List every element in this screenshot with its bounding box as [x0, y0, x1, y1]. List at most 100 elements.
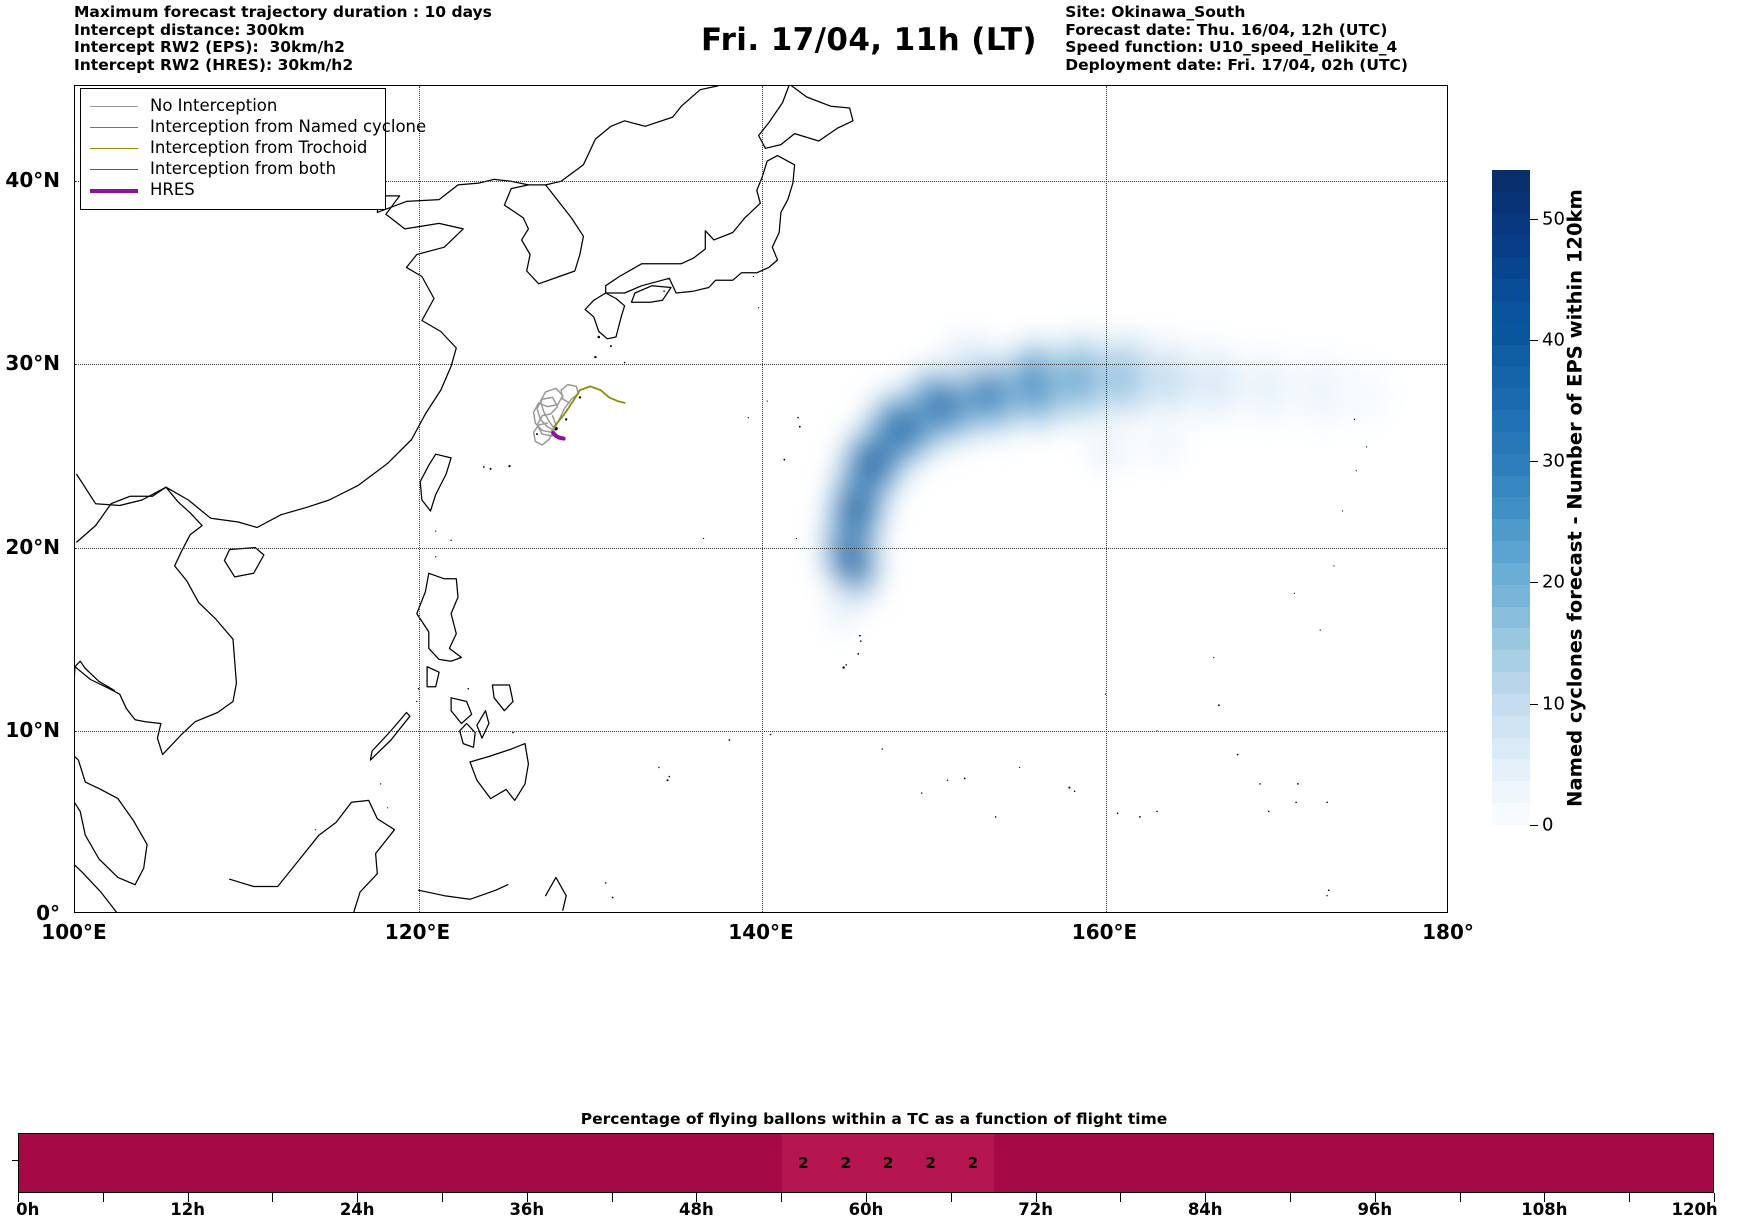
- percentage-bar-minor-tick: [1629, 1193, 1631, 1202]
- map-gridline-lat: [75, 181, 1447, 183]
- percentage-bar-tick-24: 24h: [339, 1200, 375, 1219]
- colorbar-segment: [1492, 213, 1530, 236]
- lat-tick-30: 30°N: [5, 351, 60, 376]
- percentage-bar-minor-tick: [1120, 1193, 1122, 1202]
- legend-item-0[interactable]: No Interception: [90, 96, 375, 117]
- island-marker: [859, 634, 861, 637]
- forecast-map[interactable]: [74, 85, 1448, 913]
- percentage-bar-minor-tick: [18, 1193, 19, 1202]
- eps-density-blob: [823, 578, 859, 645]
- coastline-path: [469, 742, 530, 802]
- coastline-path: [459, 722, 476, 748]
- colorbar-segment: [1492, 453, 1530, 476]
- colorbar-gradient: [1492, 170, 1530, 825]
- coastline-path: [450, 697, 473, 725]
- colorbar-segment: [1492, 693, 1530, 716]
- percentage-bar-tick-0: 0h: [16, 1200, 40, 1219]
- colorbar-tick-label-40: 40: [1542, 329, 1565, 351]
- island-marker: [1156, 810, 1158, 813]
- coastline-path: [416, 572, 463, 662]
- eps-density-blob: [1342, 345, 1398, 442]
- coastline-path: [417, 884, 509, 900]
- map-legend[interactable]: No Interception Interception from Named c…: [80, 88, 426, 210]
- legend-item-label: No Interception: [150, 96, 278, 116]
- island-marker: [747, 417, 749, 419]
- legend-item-2[interactable]: Interception from Trochoid: [90, 138, 375, 159]
- island-marker: [604, 882, 607, 884]
- percentage-bar[interactable]: 2 2 2 2 2: [18, 1133, 1714, 1193]
- colorbar-segment: [1492, 519, 1530, 542]
- island-marker: [450, 539, 452, 541]
- legend-item-1[interactable]: Interception from Named cyclone: [90, 117, 426, 138]
- percentage-bar-minor-tick: [442, 1193, 443, 1202]
- eps-density-blob: [1292, 335, 1352, 446]
- eps-density-blob: [930, 325, 1006, 381]
- trajectory-path[interactable]: [551, 431, 566, 441]
- trajectory-path[interactable]: [532, 422, 555, 446]
- percentage-bar-highlight: [782, 1134, 995, 1192]
- coastline-path: [76, 178, 495, 529]
- map-gridline-lat: [75, 364, 1447, 366]
- header-left-line-3: Intercept RW2 (HRES): 30km/h2: [74, 55, 354, 74]
- island-marker: [597, 335, 601, 339]
- island-marker: [946, 779, 949, 781]
- map-canvas: [75, 86, 1447, 912]
- legend-item-3[interactable]: Interception from both: [90, 159, 375, 180]
- island-marker: [536, 433, 538, 436]
- colorbar-segment: [1492, 759, 1530, 782]
- percentage-bar-value-3: 2: [925, 1154, 936, 1172]
- percentage-bar-tick-60: 60h: [848, 1200, 884, 1219]
- map-gridline-lon: [418, 86, 420, 912]
- island-marker: [1293, 592, 1295, 594]
- island-marker: [1236, 753, 1239, 756]
- lon-tick-160: 160°E: [1071, 920, 1138, 944]
- percentage-bar-minor-tick: [611, 1193, 613, 1202]
- eps-density-blob: [1235, 331, 1302, 442]
- legend-item-4[interactable]: HRES: [90, 180, 375, 201]
- trajectory-path[interactable]: [532, 387, 564, 433]
- colorbar-segment: [1492, 650, 1530, 673]
- colorbar-segment: [1492, 366, 1530, 389]
- island-marker: [380, 783, 382, 785]
- percentage-bar-minor-tick: [1374, 1193, 1376, 1202]
- coastline-path: [76, 486, 167, 543]
- percentage-bar-minor-tick: [1544, 1193, 1546, 1202]
- coastline-path: [493, 86, 718, 186]
- eps-density-blob: [1078, 423, 1140, 482]
- colorbar-segment: [1492, 235, 1530, 258]
- legend-item-label: Interception from Named cyclone: [150, 117, 427, 137]
- island-marker: [482, 466, 485, 468]
- percentage-bar-tick-12: 12h: [170, 1200, 205, 1219]
- island-marker: [1116, 812, 1119, 814]
- coastline-path: [476, 710, 490, 739]
- island-marker: [769, 733, 772, 736]
- percentage-bar-tick-48: 48h: [679, 1200, 714, 1219]
- island-marker: [881, 748, 883, 750]
- island-marker: [1355, 470, 1357, 472]
- percentage-bar-tick-96: 96h: [1357, 1200, 1393, 1219]
- percentage-bar-minor-tick: [526, 1193, 528, 1202]
- percentage-bar-value-1: 2: [840, 1154, 852, 1172]
- lon-tick-120: 120°E: [384, 920, 451, 944]
- island-marker: [783, 458, 786, 461]
- header-right-line-2: Speed function: U10_speed_Helikite_4: [1065, 38, 1398, 56]
- percentage-bar-minor-tick: [272, 1193, 274, 1202]
- percentage-bar-minor-tick: [187, 1193, 189, 1202]
- island-marker: [1297, 783, 1299, 785]
- colorbar-segment: [1492, 541, 1530, 563]
- island-marker: [758, 307, 760, 309]
- island-marker: [963, 777, 966, 780]
- percentage-bar-minor-tick: [1714, 1193, 1715, 1202]
- colorbar-segment: [1492, 562, 1530, 585]
- balloon-trajectories[interactable]: [532, 383, 626, 446]
- island-marker: [609, 345, 612, 348]
- island-marker: [798, 425, 801, 428]
- map-gridline-lon: [762, 86, 763, 912]
- header-left-line-1: Intercept distance: 300km: [74, 20, 305, 39]
- island-marker: [860, 640, 862, 642]
- trajectory-path[interactable]: [553, 383, 579, 430]
- colorbar-segment: [1492, 584, 1530, 607]
- percentage-bar-minor-tick: [1290, 1193, 1291, 1202]
- trajectory-path[interactable]: [553, 385, 626, 428]
- header-left-info: Maximum forecast trajectory duration : 1…: [74, 3, 492, 74]
